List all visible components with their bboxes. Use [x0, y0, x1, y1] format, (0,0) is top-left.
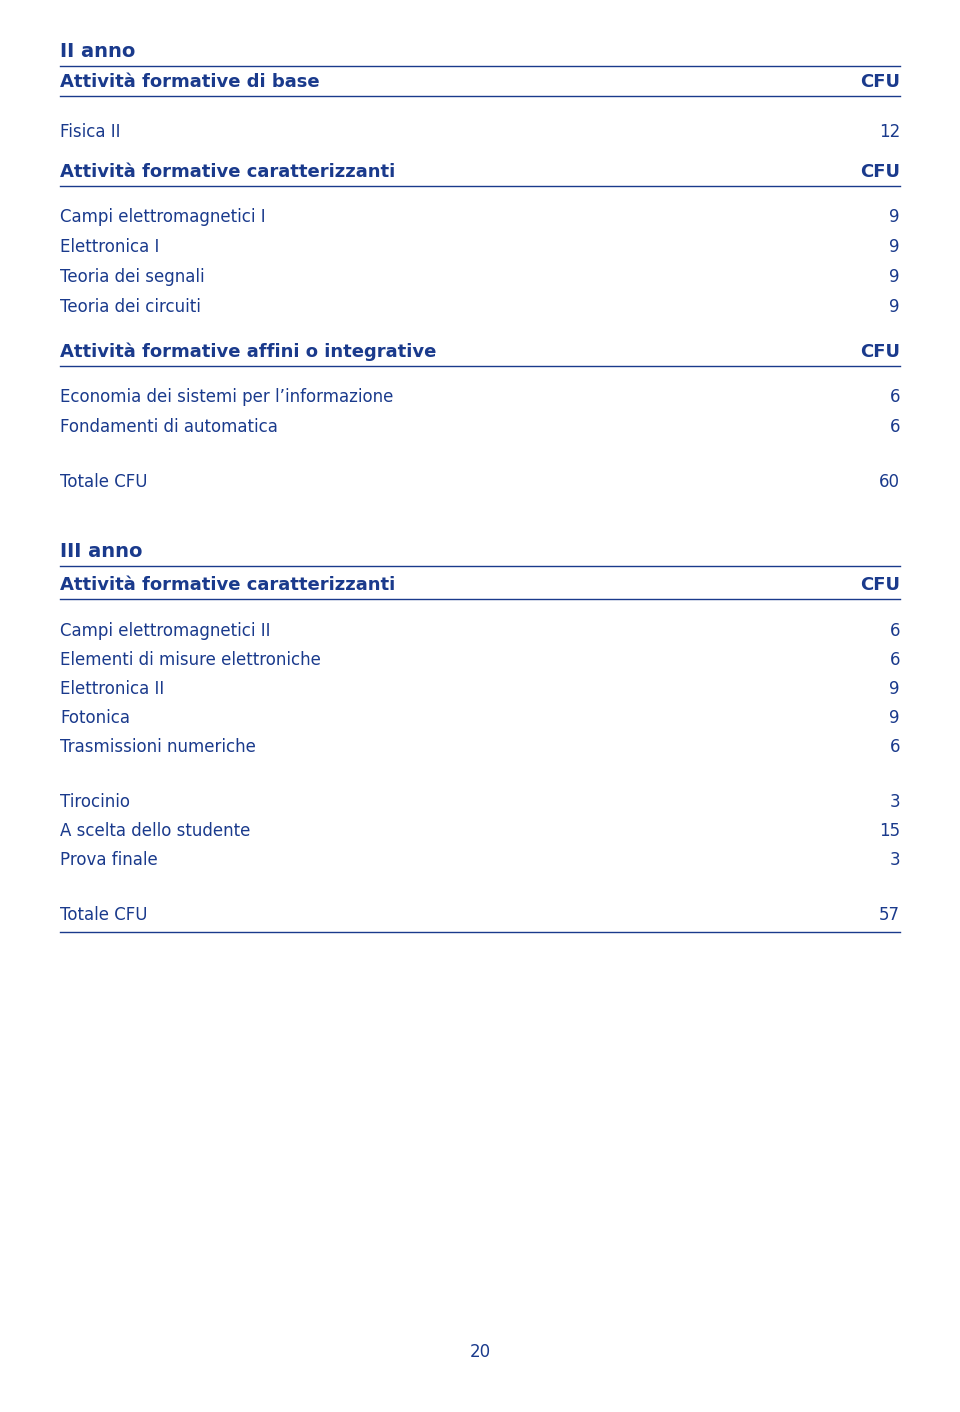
Text: CFU: CFU [860, 343, 900, 361]
Text: Fotonica: Fotonica [60, 709, 130, 727]
Text: Teoria dei circuiti: Teoria dei circuiti [60, 298, 201, 316]
Text: 9: 9 [890, 709, 900, 727]
Text: 57: 57 [879, 907, 900, 923]
Text: Elettronica I: Elettronica I [60, 239, 159, 256]
Text: 9: 9 [890, 681, 900, 698]
Text: Attività formative caratterizzanti: Attività formative caratterizzanti [60, 576, 396, 594]
Text: 6: 6 [890, 388, 900, 407]
Text: Prova finale: Prova finale [60, 851, 157, 868]
Text: 6: 6 [890, 738, 900, 755]
Text: 6: 6 [890, 418, 900, 436]
Text: 12: 12 [878, 123, 900, 141]
Text: Totale CFU: Totale CFU [60, 473, 148, 491]
Text: A scelta dello studente: A scelta dello studente [60, 822, 251, 840]
Text: 3: 3 [889, 851, 900, 868]
Text: Campi elettromagnetici II: Campi elettromagnetici II [60, 623, 271, 640]
Text: Elettronica II: Elettronica II [60, 681, 164, 698]
Text: 6: 6 [890, 623, 900, 640]
Text: 9: 9 [890, 268, 900, 287]
Text: 9: 9 [890, 208, 900, 226]
Text: 15: 15 [878, 822, 900, 840]
Text: Teoria dei segnali: Teoria dei segnali [60, 268, 204, 287]
Text: 60: 60 [879, 473, 900, 491]
Text: 20: 20 [469, 1343, 491, 1361]
Text: Trasmissioni numeriche: Trasmissioni numeriche [60, 738, 256, 755]
Text: Fisica II: Fisica II [60, 123, 121, 141]
Text: CFU: CFU [860, 162, 900, 181]
Text: CFU: CFU [860, 73, 900, 90]
Text: 3: 3 [889, 794, 900, 810]
Text: Economia dei sistemi per l’informazione: Economia dei sistemi per l’informazione [60, 388, 394, 407]
Text: Tirocinio: Tirocinio [60, 794, 130, 810]
Text: Totale CFU: Totale CFU [60, 907, 148, 923]
Text: Attività formative di base: Attività formative di base [60, 73, 320, 90]
Text: 6: 6 [890, 651, 900, 669]
Text: Elementi di misure elettroniche: Elementi di misure elettroniche [60, 651, 321, 669]
Text: Attività formative affini o integrative: Attività formative affini o integrative [60, 343, 437, 361]
Text: CFU: CFU [860, 576, 900, 594]
Text: 9: 9 [890, 239, 900, 256]
Text: II anno: II anno [60, 42, 135, 61]
Text: 9: 9 [890, 298, 900, 316]
Text: III anno: III anno [60, 542, 142, 561]
Text: Attività formative caratterizzanti: Attività formative caratterizzanti [60, 162, 396, 181]
Text: Campi elettromagnetici I: Campi elettromagnetici I [60, 208, 266, 226]
Text: Fondamenti di automatica: Fondamenti di automatica [60, 418, 277, 436]
